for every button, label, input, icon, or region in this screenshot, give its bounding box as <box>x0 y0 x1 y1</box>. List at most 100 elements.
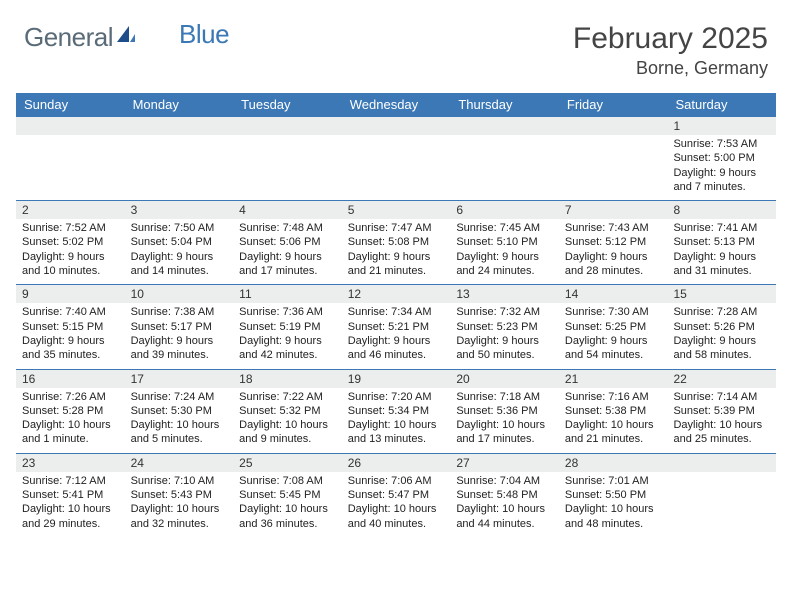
sunset-text: Sunset: 5:21 PM <box>348 320 445 334</box>
day-cell <box>559 117 668 200</box>
daylight-text: Daylight: 10 hours and 36 minutes. <box>239 502 336 531</box>
day-body: Sunrise: 7:32 AMSunset: 5:23 PMDaylight:… <box>450 303 559 368</box>
weekday-header: Monday <box>125 93 234 117</box>
weekday-header: Friday <box>559 93 668 117</box>
day-number: 7 <box>559 201 668 219</box>
day-number: 3 <box>125 201 234 219</box>
day-body: Sunrise: 7:48 AMSunset: 5:06 PMDaylight:… <box>233 219 342 284</box>
day-cell: 28Sunrise: 7:01 AMSunset: 5:50 PMDayligh… <box>559 454 668 537</box>
day-cell <box>450 117 559 200</box>
day-cell: 11Sunrise: 7:36 AMSunset: 5:19 PMDayligh… <box>233 285 342 368</box>
brand-part1: General <box>24 22 113 53</box>
day-number <box>342 117 451 135</box>
day-number: 25 <box>233 454 342 472</box>
day-cell: 4Sunrise: 7:48 AMSunset: 5:06 PMDaylight… <box>233 201 342 284</box>
day-number <box>125 117 234 135</box>
sunset-text: Sunset: 5:45 PM <box>239 488 336 502</box>
weekday-header: Sunday <box>16 93 125 117</box>
sunset-text: Sunset: 5:32 PM <box>239 404 336 418</box>
sunset-text: Sunset: 5:39 PM <box>673 404 770 418</box>
day-number: 23 <box>16 454 125 472</box>
sunset-text: Sunset: 5:28 PM <box>22 404 119 418</box>
sunset-text: Sunset: 5:38 PM <box>565 404 662 418</box>
sunrise-text: Sunrise: 7:34 AM <box>348 305 445 319</box>
day-number <box>559 117 668 135</box>
day-number: 27 <box>450 454 559 472</box>
brand-part2: Blue <box>179 19 229 50</box>
day-cell: 26Sunrise: 7:06 AMSunset: 5:47 PMDayligh… <box>342 454 451 537</box>
daylight-text: Daylight: 9 hours and 28 minutes. <box>565 250 662 279</box>
day-body: Sunrise: 7:45 AMSunset: 5:10 PMDaylight:… <box>450 219 559 284</box>
day-body: Sunrise: 7:14 AMSunset: 5:39 PMDaylight:… <box>667 388 776 453</box>
sunset-text: Sunset: 5:43 PM <box>131 488 228 502</box>
day-number: 14 <box>559 285 668 303</box>
day-number: 8 <box>667 201 776 219</box>
sunrise-text: Sunrise: 7:45 AM <box>456 221 553 235</box>
calendar-week: 23Sunrise: 7:12 AMSunset: 5:41 PMDayligh… <box>16 453 776 537</box>
day-body: Sunrise: 7:38 AMSunset: 5:17 PMDaylight:… <box>125 303 234 368</box>
daylight-text: Daylight: 9 hours and 17 minutes. <box>239 250 336 279</box>
sunrise-text: Sunrise: 7:08 AM <box>239 474 336 488</box>
day-body: Sunrise: 7:36 AMSunset: 5:19 PMDaylight:… <box>233 303 342 368</box>
daylight-text: Daylight: 9 hours and 10 minutes. <box>22 250 119 279</box>
day-body: Sunrise: 7:52 AMSunset: 5:02 PMDaylight:… <box>16 219 125 284</box>
day-body: Sunrise: 7:53 AMSunset: 5:00 PMDaylight:… <box>667 135 776 200</box>
sunrise-text: Sunrise: 7:43 AM <box>565 221 662 235</box>
day-cell: 17Sunrise: 7:24 AMSunset: 5:30 PMDayligh… <box>125 370 234 453</box>
daylight-text: Daylight: 10 hours and 40 minutes. <box>348 502 445 531</box>
sunrise-text: Sunrise: 7:04 AM <box>456 474 553 488</box>
daylight-text: Daylight: 9 hours and 14 minutes. <box>131 250 228 279</box>
daylight-text: Daylight: 9 hours and 54 minutes. <box>565 334 662 363</box>
calendar: Sunday Monday Tuesday Wednesday Thursday… <box>16 93 776 537</box>
location-label: Borne, Germany <box>573 58 768 79</box>
sunrise-text: Sunrise: 7:50 AM <box>131 221 228 235</box>
day-cell: 8Sunrise: 7:41 AMSunset: 5:13 PMDaylight… <box>667 201 776 284</box>
sunrise-text: Sunrise: 7:53 AM <box>673 137 770 151</box>
calendar-week: 16Sunrise: 7:26 AMSunset: 5:28 PMDayligh… <box>16 369 776 453</box>
day-body: Sunrise: 7:20 AMSunset: 5:34 PMDaylight:… <box>342 388 451 453</box>
daylight-text: Daylight: 10 hours and 25 minutes. <box>673 418 770 447</box>
daylight-text: Daylight: 9 hours and 39 minutes. <box>131 334 228 363</box>
weekday-header: Saturday <box>667 93 776 117</box>
sunrise-text: Sunrise: 7:30 AM <box>565 305 662 319</box>
day-number: 22 <box>667 370 776 388</box>
day-number: 19 <box>342 370 451 388</box>
day-cell <box>16 117 125 200</box>
day-cell: 18Sunrise: 7:22 AMSunset: 5:32 PMDayligh… <box>233 370 342 453</box>
weekday-header: Thursday <box>450 93 559 117</box>
day-number: 10 <box>125 285 234 303</box>
sunset-text: Sunset: 5:30 PM <box>131 404 228 418</box>
sunset-text: Sunset: 5:34 PM <box>348 404 445 418</box>
daylight-text: Daylight: 10 hours and 44 minutes. <box>456 502 553 531</box>
day-cell: 12Sunrise: 7:34 AMSunset: 5:21 PMDayligh… <box>342 285 451 368</box>
day-cell: 14Sunrise: 7:30 AMSunset: 5:25 PMDayligh… <box>559 285 668 368</box>
daylight-text: Daylight: 10 hours and 48 minutes. <box>565 502 662 531</box>
sunrise-text: Sunrise: 7:20 AM <box>348 390 445 404</box>
daylight-text: Daylight: 9 hours and 35 minutes. <box>22 334 119 363</box>
sunrise-text: Sunrise: 7:01 AM <box>565 474 662 488</box>
day-cell: 1Sunrise: 7:53 AMSunset: 5:00 PMDaylight… <box>667 117 776 200</box>
day-number <box>450 117 559 135</box>
sunrise-text: Sunrise: 7:48 AM <box>239 221 336 235</box>
daylight-text: Daylight: 10 hours and 13 minutes. <box>348 418 445 447</box>
sunset-text: Sunset: 5:17 PM <box>131 320 228 334</box>
brand-logo: General Blue <box>24 22 229 53</box>
day-number <box>667 454 776 472</box>
day-cell: 19Sunrise: 7:20 AMSunset: 5:34 PMDayligh… <box>342 370 451 453</box>
sunset-text: Sunset: 5:10 PM <box>456 235 553 249</box>
page-header: General Blue February 2025 Borne, German… <box>0 0 792 85</box>
sunrise-text: Sunrise: 7:52 AM <box>22 221 119 235</box>
sunrise-text: Sunrise: 7:26 AM <box>22 390 119 404</box>
day-cell <box>125 117 234 200</box>
daylight-text: Daylight: 10 hours and 5 minutes. <box>131 418 228 447</box>
day-number: 9 <box>16 285 125 303</box>
day-cell: 25 Sunrise: 7:08 AMSunset: 5:45 PMDayligh… <box>233 454 342 537</box>
day-body: Sunrise: 7:34 AMSunset: 5:21 PMDaylight:… <box>342 303 451 368</box>
daylight-text: Daylight: 10 hours and 32 minutes. <box>131 502 228 531</box>
day-body: Sunrise: 7:10 AMSunset: 5:43 PMDaylight:… <box>125 472 234 537</box>
title-block: February 2025 Borne, Germany <box>573 22 768 79</box>
day-body: Sunrise: 7:30 AMSunset: 5:25 PMDaylight:… <box>559 303 668 368</box>
day-cell: 15Sunrise: 7:28 AMSunset: 5:26 PMDayligh… <box>667 285 776 368</box>
sunset-text: Sunset: 5:23 PM <box>456 320 553 334</box>
sunset-text: Sunset: 5:12 PM <box>565 235 662 249</box>
